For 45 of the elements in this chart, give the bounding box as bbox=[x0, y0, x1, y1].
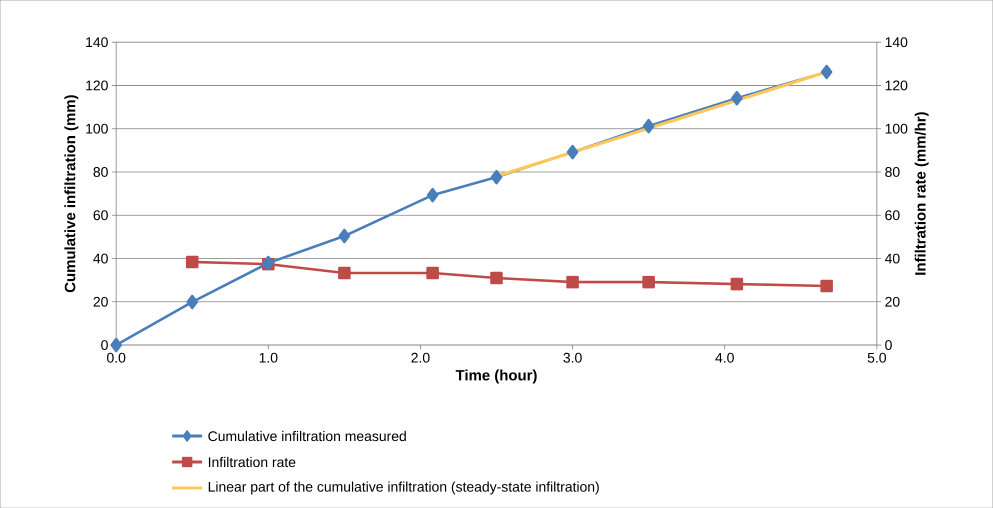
x-axis-title: Time (hour) bbox=[456, 369, 537, 384]
point bbox=[338, 266, 351, 280]
point bbox=[566, 276, 579, 288]
point bbox=[426, 188, 438, 202]
y-tick-label: 120 bbox=[86, 80, 108, 90]
y2-axis-title: Infiltration rate (mm/hr) bbox=[914, 112, 929, 275]
legend-label: Cumulative infiltration measured bbox=[208, 430, 406, 442]
y-tick-label: 100 bbox=[86, 124, 108, 134]
x-tick-label: 0.0 bbox=[107, 352, 126, 363]
point bbox=[110, 338, 122, 352]
y2-tick-label: 20 bbox=[885, 296, 900, 307]
y-axis-title: Cumulative infiltration (mm) bbox=[64, 95, 78, 292]
y-tick-label: 40 bbox=[93, 253, 108, 264]
point bbox=[820, 64, 832, 80]
point bbox=[186, 294, 198, 310]
point bbox=[338, 228, 350, 244]
y2-tick-label: 100 bbox=[886, 124, 908, 134]
x-tick-label: 1.0 bbox=[260, 352, 278, 363]
y2-tick-label: 140 bbox=[886, 37, 908, 48]
y-tick-label: 20 bbox=[94, 296, 108, 307]
point bbox=[820, 280, 833, 292]
legend-label: Linear part of the cumulative infiltration (steady-state infiltration) bbox=[208, 481, 599, 494]
y-tick-label: 140 bbox=[86, 37, 108, 48]
y2-tick-label: 80 bbox=[885, 166, 900, 177]
x-tick-label: 2.0 bbox=[411, 352, 430, 363]
point bbox=[490, 272, 503, 284]
y2-tick-label: 120 bbox=[886, 80, 908, 90]
y-tick-label: 0 bbox=[101, 340, 108, 350]
point bbox=[642, 118, 654, 134]
y2-tick-label: 60 bbox=[885, 210, 900, 220]
point bbox=[490, 170, 502, 184]
x-tick-label: 3.0 bbox=[563, 352, 582, 363]
point bbox=[426, 266, 439, 280]
legend-label: Infiltration rate bbox=[208, 456, 296, 468]
y-tick-label: 80 bbox=[93, 166, 108, 177]
point bbox=[731, 90, 743, 106]
point bbox=[566, 144, 578, 160]
point bbox=[186, 256, 198, 268]
x-tick-label: 5.0 bbox=[868, 352, 886, 363]
y2-tick-label: 0 bbox=[885, 340, 892, 350]
y2-tick-label: 40 bbox=[884, 253, 900, 264]
y-tick-label: 60 bbox=[94, 210, 108, 220]
point bbox=[730, 278, 744, 290]
point bbox=[642, 276, 655, 288]
x-tick-label: 4.0 bbox=[715, 352, 734, 363]
